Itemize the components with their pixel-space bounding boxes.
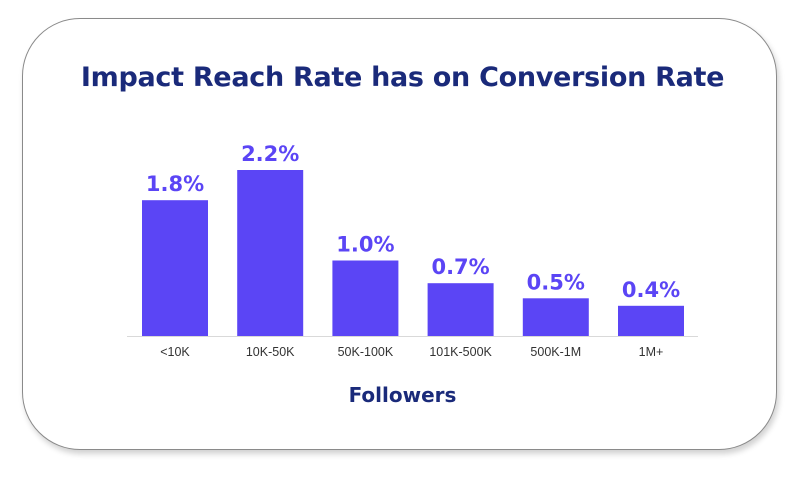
data-label-2: 1.0% [336, 233, 394, 257]
data-labels-group: 1.8% 2.2% 1.0% 0.7% 0.5% 0.4% [146, 142, 680, 302]
x-tick-label-0: <10K [160, 345, 190, 359]
bar-1 [237, 170, 304, 336]
bar-3 [427, 283, 494, 336]
x-tick-label-1: 10K-50K [246, 345, 295, 359]
x-axis-label: Followers [348, 383, 457, 407]
bar-5 [618, 305, 684, 336]
x-tick-labels-group: <10K 10K-50K 50K-100K 101K-500K 500K-1M 1M+ [160, 345, 663, 359]
data-label-5: 0.4% [622, 278, 680, 302]
x-tick-label-3: 101K-500K [429, 345, 492, 359]
x-tick-label-2: 50K-100K [338, 345, 394, 359]
data-label-3: 0.7% [431, 255, 489, 279]
bar-2 [332, 260, 399, 336]
chart-title: Impact Reach Rate has on Conversion Rate [80, 62, 725, 93]
bar-4 [522, 298, 589, 336]
data-label-1: 2.2% [241, 142, 299, 166]
data-label-0: 1.8% [146, 172, 204, 196]
x-tick-label-5: 1M+ [639, 345, 664, 359]
data-label-4: 0.5% [527, 270, 585, 294]
x-tick-label-4: 500K-1M [530, 345, 581, 359]
bar-0 [142, 200, 208, 336]
bars-group [142, 170, 684, 336]
